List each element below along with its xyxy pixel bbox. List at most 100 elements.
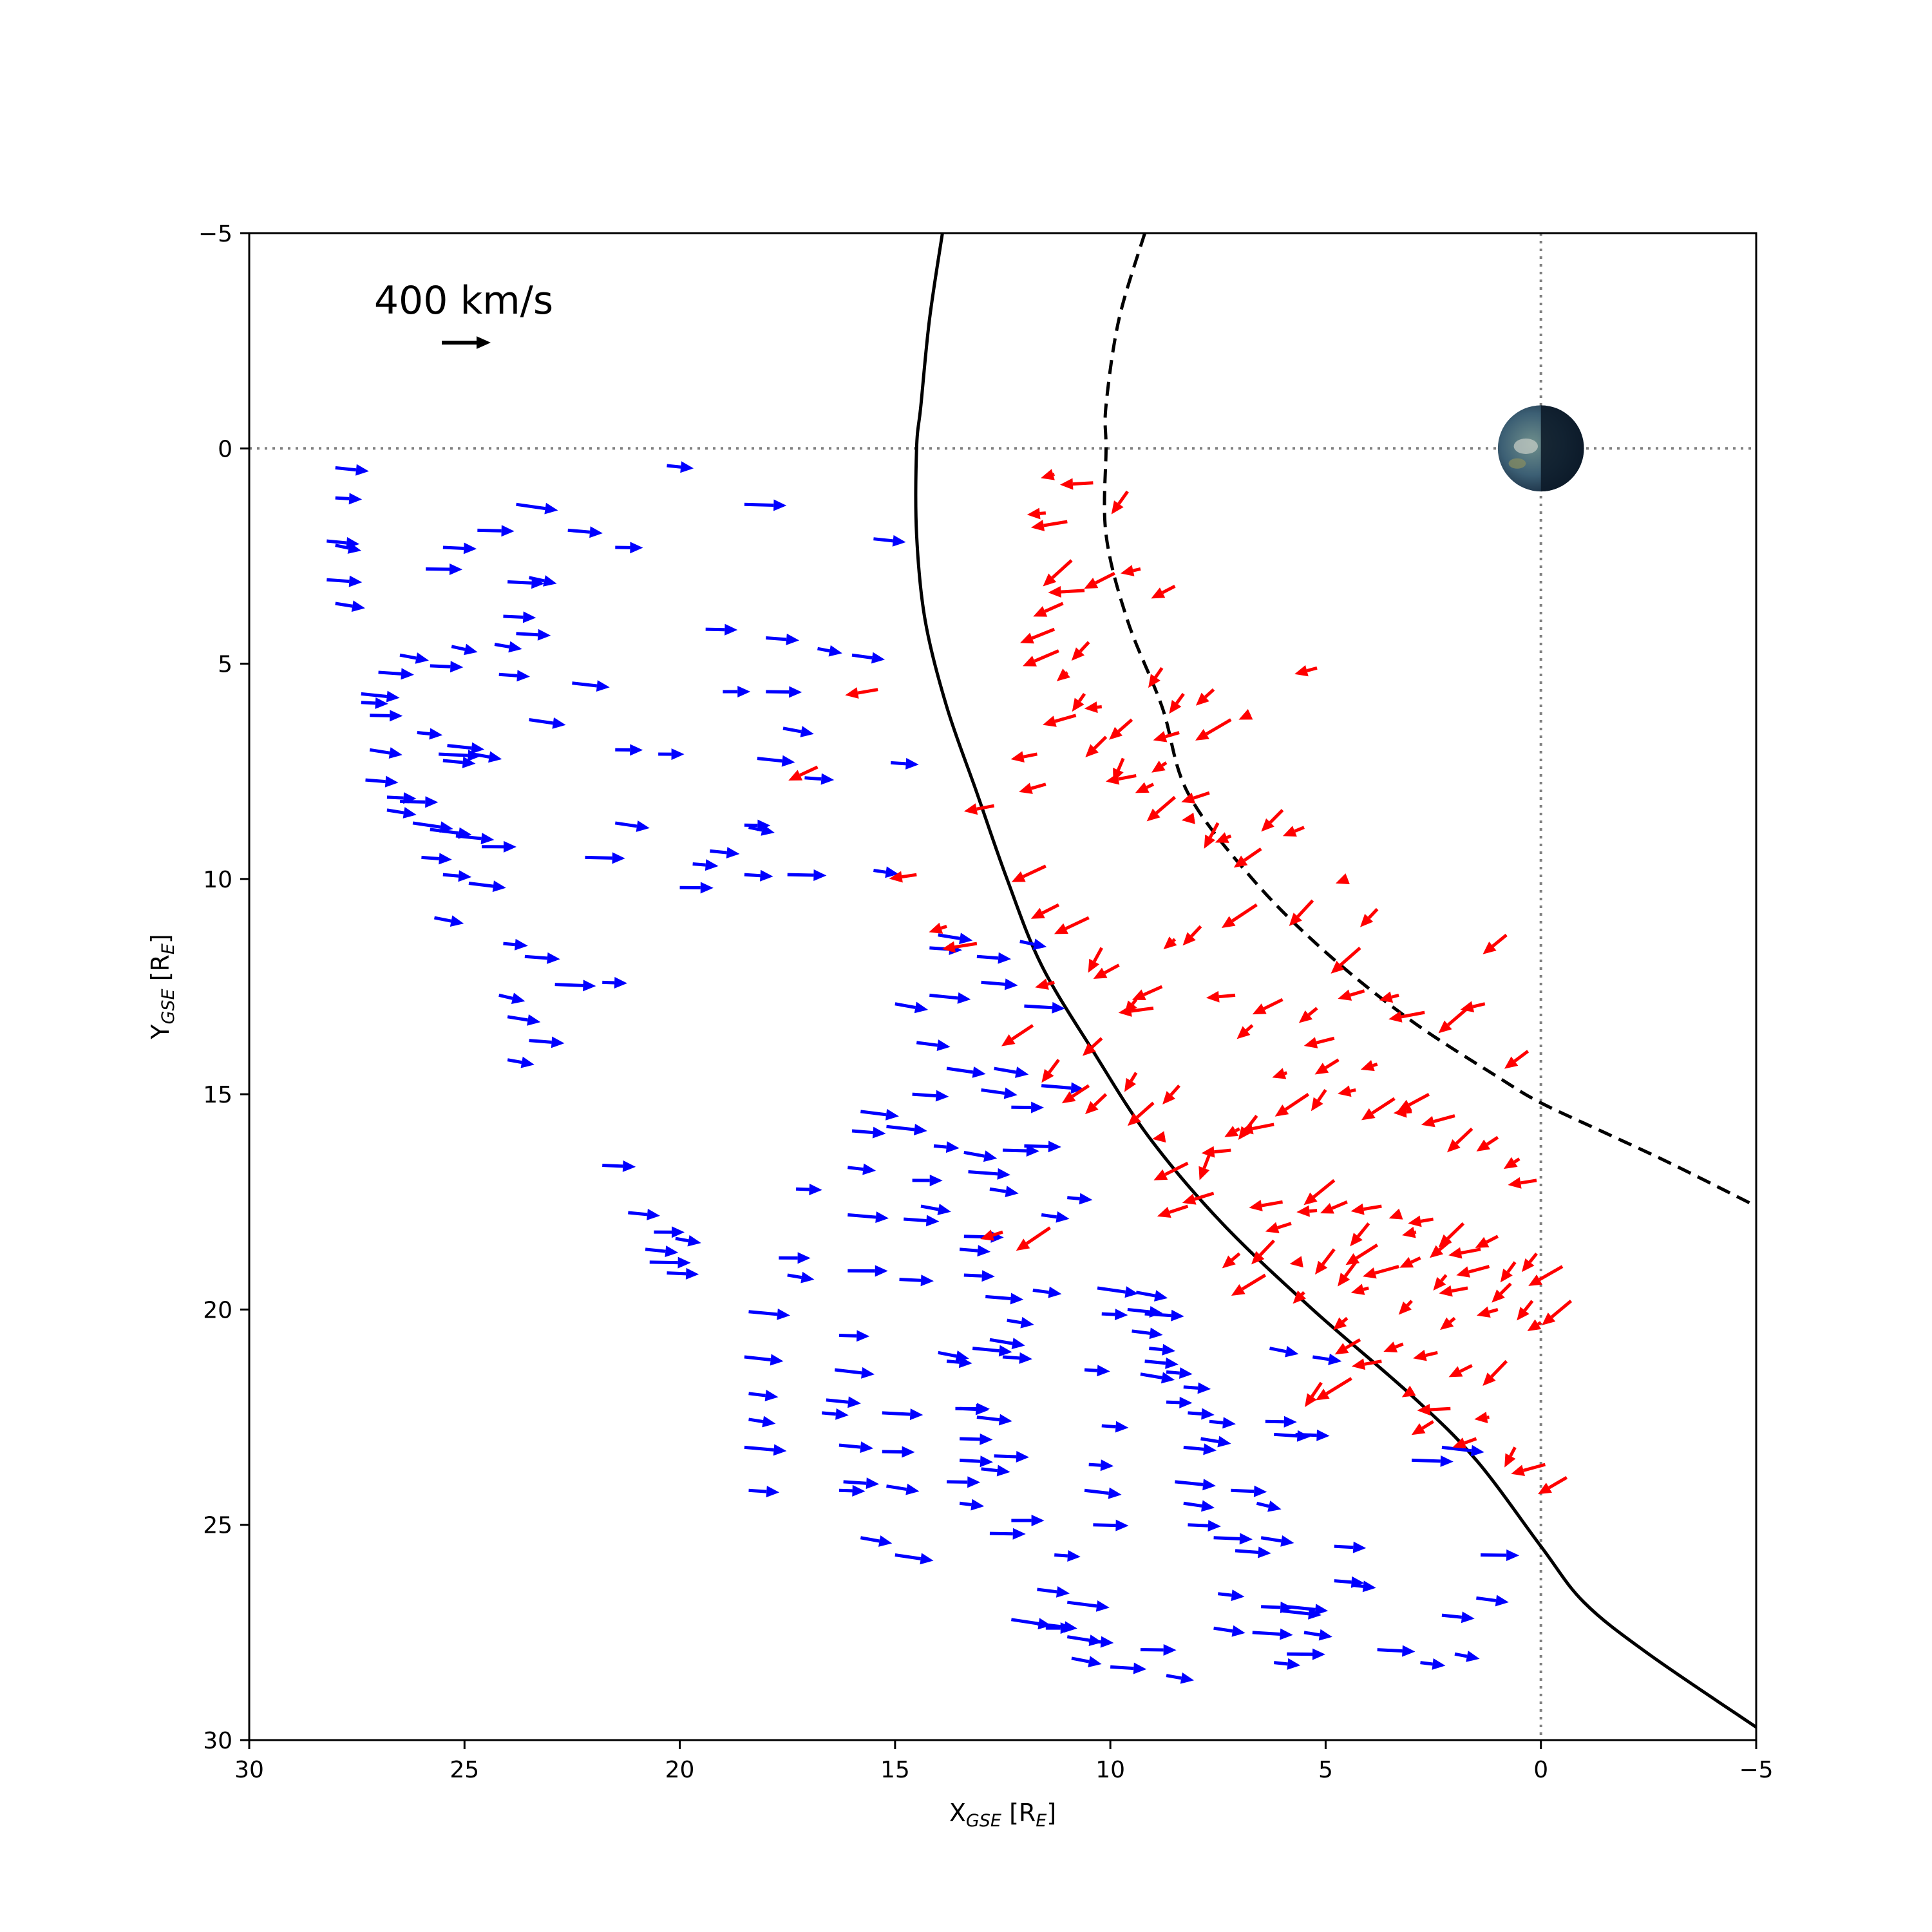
solar-wind-arrow — [1454, 1651, 1480, 1662]
solar-wind-arrow-shaft — [386, 795, 404, 800]
solar-wind-arrow — [989, 1186, 1019, 1198]
magnetosheath-arrow — [1251, 1239, 1276, 1265]
solar-wind-arrow-shaft — [1377, 1648, 1403, 1653]
solar-wind-arrow — [1412, 1455, 1454, 1467]
solar-wind-arrow — [782, 726, 814, 737]
magnetosheath-arrow-head — [1195, 729, 1209, 741]
solar-wind-arrow-head — [390, 710, 403, 722]
solar-wind-arrow-shaft — [748, 1392, 766, 1397]
magnetosheath-arrow — [1085, 735, 1108, 757]
magnetosheath-arrow-shaft — [1364, 1359, 1382, 1366]
solar-wind-arrow-shaft — [838, 1488, 853, 1493]
earth-cloud — [1513, 438, 1539, 454]
magnetosheath-arrow-head — [1282, 826, 1297, 837]
solar-wind-arrow — [1166, 1672, 1195, 1684]
solar-wind-arrow — [602, 1160, 636, 1172]
magnetosheath-arrow — [1221, 903, 1258, 929]
magnetosheath-arrow — [1153, 1161, 1189, 1180]
magnetosheath-arrow — [1448, 1364, 1473, 1378]
magnetosheath-arrow-head — [1084, 578, 1099, 589]
solar-wind-arrow-shaft — [529, 718, 554, 725]
magnetosheath-arrow-head — [1314, 1260, 1328, 1275]
solar-wind-arrow-shaft — [1019, 940, 1035, 946]
solar-wind-arrow-head — [622, 1160, 636, 1172]
magnetosheath-arrow — [1439, 1285, 1468, 1297]
solar-wind-arrow-shaft — [1334, 1544, 1354, 1549]
magnetosheath-arrow — [1169, 692, 1185, 714]
solar-wind-arrow — [529, 575, 557, 587]
solar-wind-arrow — [994, 1451, 1030, 1463]
magnetosheath-arrow-shaft — [799, 765, 819, 777]
magnetosheath-arrow — [1438, 1222, 1465, 1248]
solar-wind-arrow — [882, 1446, 915, 1458]
y-tick-label: 30 — [203, 1728, 232, 1754]
solar-wind-arrow — [442, 542, 477, 554]
solar-wind-arrow-head — [737, 686, 751, 698]
solar-wind-arrow — [1269, 1345, 1299, 1358]
magnetosheath-arrow-head — [1362, 1267, 1377, 1279]
magnetosheath-arrow — [1298, 1007, 1318, 1023]
solar-wind-arrow-shaft — [1188, 1411, 1202, 1416]
solar-wind-arrow-head — [1031, 1515, 1045, 1527]
solar-wind-arrow-head — [773, 499, 787, 511]
solar-wind-arrow-shaft — [1071, 1656, 1090, 1663]
magnetosheath-arrow-shaft — [1214, 1148, 1231, 1154]
magnetosheath-arrow-shaft — [1283, 1071, 1288, 1075]
solar-wind-arrow — [1274, 1430, 1311, 1442]
magnetosheath-arrow-shaft — [1190, 925, 1202, 938]
magnetosheath-arrow-shaft — [1548, 1476, 1568, 1490]
magnetosheath-arrow-head — [1338, 1273, 1350, 1287]
solar-wind-arrow-head — [1067, 1550, 1081, 1562]
solar-wind-arrow — [1188, 1520, 1221, 1532]
solar-wind-arrow-head — [471, 742, 485, 754]
solar-wind-arrow-head — [1019, 1352, 1033, 1364]
magnetosheath-arrow-head — [1084, 701, 1098, 714]
solar-wind-arrow-head — [520, 1056, 535, 1068]
solar-wind-arrow-shaft — [873, 537, 893, 543]
magnetosheath-arrow — [1460, 1001, 1486, 1012]
magnetosheath-arrow-head — [1350, 1283, 1365, 1295]
magnetosheath-arrow-shaft — [1090, 1037, 1103, 1048]
solar-wind-arrow-shaft — [365, 778, 386, 784]
solar-wind-arrow — [1377, 1645, 1416, 1657]
magnetosheath-arrow-head — [1252, 1003, 1267, 1015]
magnetosheath-arrow-head — [1238, 709, 1253, 720]
magnetosheath-arrow — [1289, 1256, 1303, 1268]
solar-wind-arrow — [748, 1308, 790, 1320]
solar-wind-arrow-shaft — [929, 993, 958, 1000]
magnetosheath-arrow — [1109, 718, 1133, 740]
solar-wind-arrow — [602, 977, 628, 989]
solar-wind-arrow — [873, 535, 906, 547]
magnetosheath-arrow-head — [929, 922, 943, 934]
solar-wind-arrow — [1067, 1193, 1093, 1205]
magnetosheath-arrow-head — [1408, 1215, 1422, 1227]
solar-wind-arrow — [667, 1267, 699, 1280]
solar-wind-arrow-shaft — [1002, 1355, 1020, 1360]
solar-wind-arrow-head — [552, 717, 566, 729]
solar-wind-arrow-head — [862, 1163, 876, 1175]
magnetosheath-arrow — [1399, 1256, 1421, 1268]
solar-wind-arrow-head — [1440, 1455, 1454, 1467]
solar-wind-arrow-head — [1461, 1611, 1475, 1624]
magnetosheath-arrow — [1408, 1215, 1434, 1227]
magnetosheath-arrow-head — [1360, 1060, 1375, 1072]
solar-wind-arrow-head — [835, 1408, 849, 1420]
magnetosheath-arrow-shaft — [1513, 1050, 1530, 1063]
magnetosheath-arrow-head — [1508, 1177, 1522, 1189]
solar-wind-arrow-head — [1133, 1662, 1147, 1674]
solar-wind-arrow-head — [1217, 1435, 1231, 1448]
magnetosheath-arrow-head — [1350, 1233, 1363, 1247]
solar-wind-arrow-shaft — [516, 632, 538, 637]
magnetosheath-arrow-shaft — [1231, 903, 1258, 923]
solar-wind-arrow-head — [925, 1215, 940, 1227]
magnetosheath-arrow-shaft — [1363, 1286, 1369, 1291]
solar-wind-arrow-head — [543, 575, 557, 587]
solar-wind-arrow-shaft — [335, 544, 349, 550]
solar-wind-arrow-shaft — [507, 1058, 522, 1065]
scale-arrow-glyph-head — [477, 336, 491, 349]
magnetosheath-arrow-head — [1452, 1437, 1467, 1449]
solar-wind-arrow-shaft — [1188, 1523, 1209, 1528]
magnetosheath-arrow-shaft — [1104, 963, 1120, 974]
solar-wind-arrow-shaft — [1273, 1661, 1288, 1666]
